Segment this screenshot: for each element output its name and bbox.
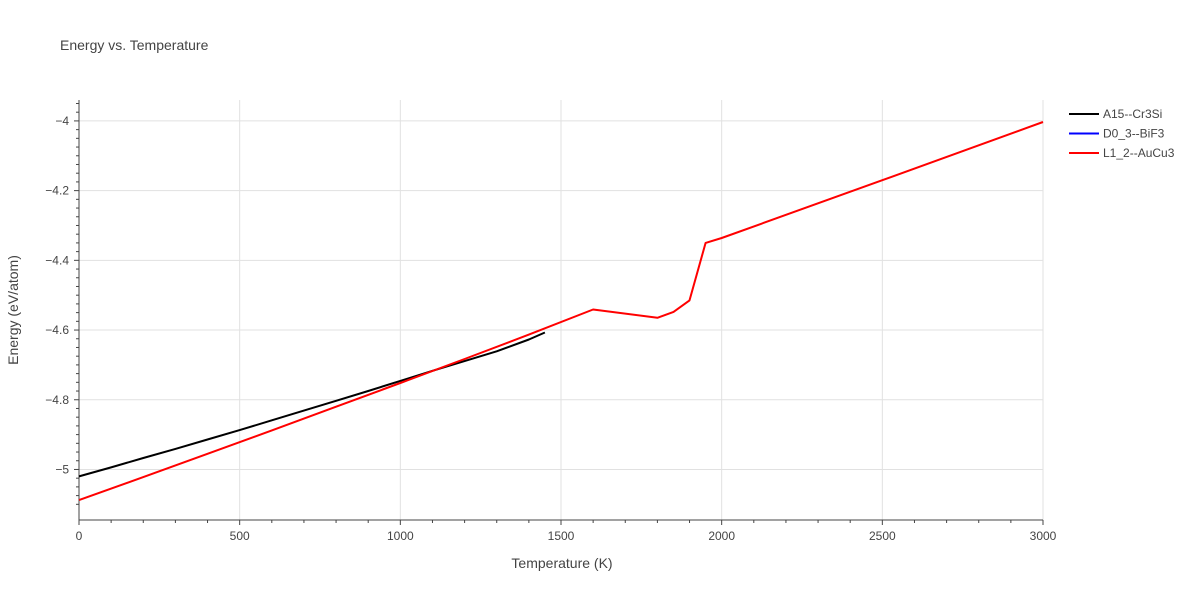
y-axis-title: Energy (eV/atom) [5,255,21,365]
legend-label: L1_2--AuCu3 [1103,146,1175,160]
legend-label: A15--Cr3Si [1103,107,1162,121]
legend-item[interactable]: L1_2--AuCu3 [1069,146,1175,160]
y-tick-label: −4.8 [45,393,69,407]
y-tick-label: −4.6 [45,323,69,337]
y-tick-label: −4.4 [45,253,69,267]
y-tick-label: −4 [55,114,69,128]
series-layer [78,121,1044,502]
x-axis-title: Temperature (K) [511,555,612,571]
axis-layer: 0 500 1000 1500 2000 2500 3000 −5 −4.8 −4.6 −4.4 −4… [45,100,1057,543]
grid-layer [79,100,1044,520]
y-tick-label: −4.2 [45,184,69,198]
series-line-l1-2-aucu3 [78,121,1044,502]
legend-item[interactable]: D0_3--BiF3 [1069,127,1165,141]
legend-label: D0_3--BiF3 [1103,127,1165,141]
chart-title: Energy vs. Temperature [60,37,209,53]
y-tick-label: −5 [55,462,69,476]
legend-item[interactable]: A15--Cr3Si [1069,107,1162,121]
legend[interactable]: A15--Cr3Si D0_3--BiF3 L1_2--AuCu3 [1069,107,1175,160]
series-line-a15-cr3si [78,331,546,478]
x-tick-label: 3000 [1030,529,1057,543]
x-tick-label: 500 [230,529,250,543]
x-tick-label: 0 [76,529,83,543]
x-tick-label: 2500 [869,529,896,543]
x-tick-label: 1000 [387,529,414,543]
x-tick-label: 1500 [548,529,575,543]
x-tick-label: 2000 [708,529,735,543]
